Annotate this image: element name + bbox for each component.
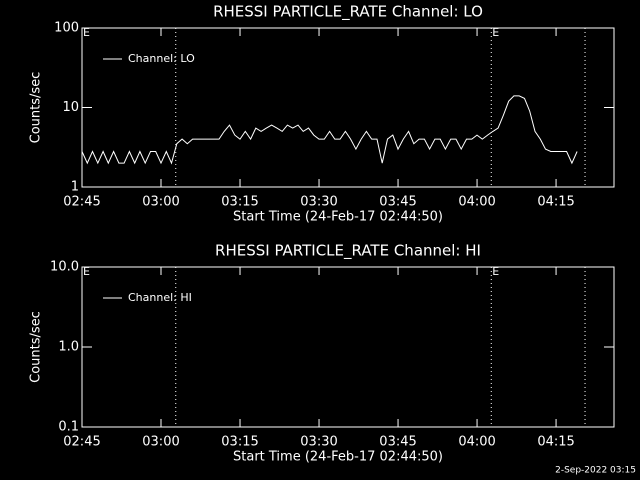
legend-label: Channel: LO [128,52,195,65]
x-tick-label: 04:00 [458,195,495,210]
footer: 2-Sep-2022 03:15 [555,466,636,476]
y-tick-label: 10.0 [50,260,79,275]
y-tick-label: 0.1 [58,420,79,435]
annotation: E [83,26,90,39]
y-tick-label: 1.0 [58,340,79,355]
x-tick-label: 03:00 [142,435,179,450]
y-axis-label: Counts/sec [29,311,44,383]
data-line [81,95,578,165]
y-tick-label: 10 [62,100,79,115]
y-tick-label: 100 [54,21,79,36]
x-axis-label: Start Time (24-Feb-17 02:44:50) [233,210,443,225]
x-tick-label: 04:15 [537,195,574,210]
y-tick-label: 1 [71,180,79,195]
x-tick-label: 03:45 [379,195,416,210]
annotation: E [492,26,499,39]
x-tick-label: 03:15 [221,435,258,450]
x-tick-label: 04:00 [458,435,495,450]
chart-title: RHESSI PARTICLE_RATE Channel: LO [213,3,483,22]
x-tick-label: 02:45 [63,195,100,210]
annotation: E [492,265,499,278]
x-tick-label: 04:15 [537,435,574,450]
x-tick-label: 03:00 [142,195,179,210]
legend-label: Channel: HI [128,291,192,304]
x-tick-label: 02:45 [63,435,100,450]
x-tick-label: 03:15 [221,195,258,210]
x-axis-label: Start Time (24-Feb-17 02:44:50) [233,450,443,465]
annotation: E [83,265,90,278]
y-axis-label: Counts/sec [29,72,44,144]
x-tick-label: 03:30 [300,435,337,450]
x-tick-label: 03:30 [300,195,337,210]
chart-title: RHESSI PARTICLE_RATE Channel: HI [215,242,481,261]
x-tick-label: 03:45 [379,435,416,450]
